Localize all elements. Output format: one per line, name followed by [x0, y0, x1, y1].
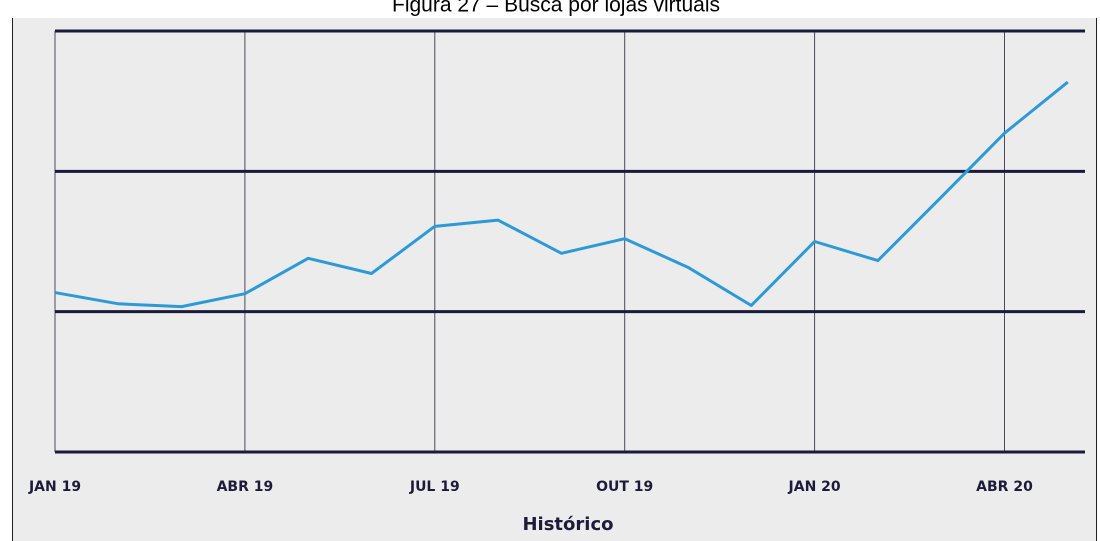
x-tick-label: ABR 19	[217, 479, 274, 495]
title-background	[0, 0, 1100, 18]
data-line	[54, 80, 1069, 309]
chart-title: Figura 27 – Busca por lojas virtuais	[392, 0, 720, 17]
chart-background	[12, 18, 1097, 541]
x-tick-label: JAN 20	[788, 479, 841, 495]
x-axis-title: Histórico	[522, 514, 613, 535]
x-tick-label: JAN 19	[28, 479, 81, 495]
x-tick-label: OUT 19	[596, 479, 653, 495]
x-tick-label: JUL 19	[409, 479, 460, 495]
x-tick-label: ABR 20	[976, 479, 1033, 495]
